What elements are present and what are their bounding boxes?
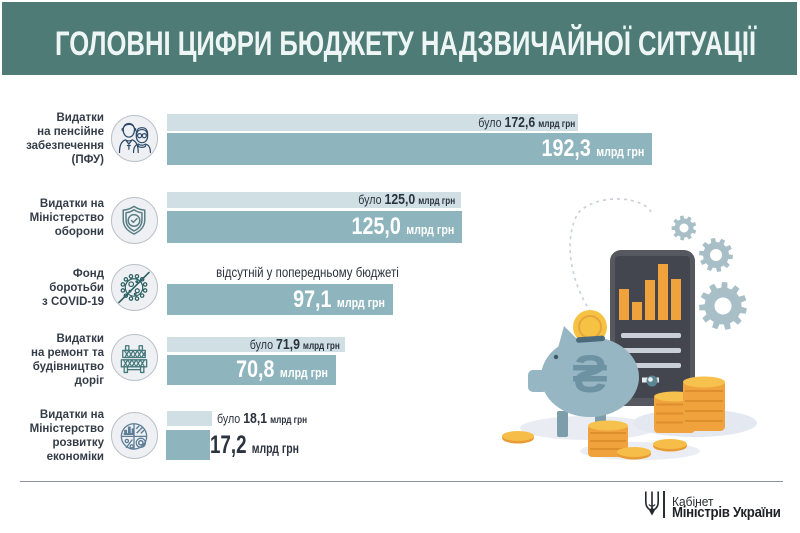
svg-text:₴: ₴ xyxy=(572,345,607,404)
